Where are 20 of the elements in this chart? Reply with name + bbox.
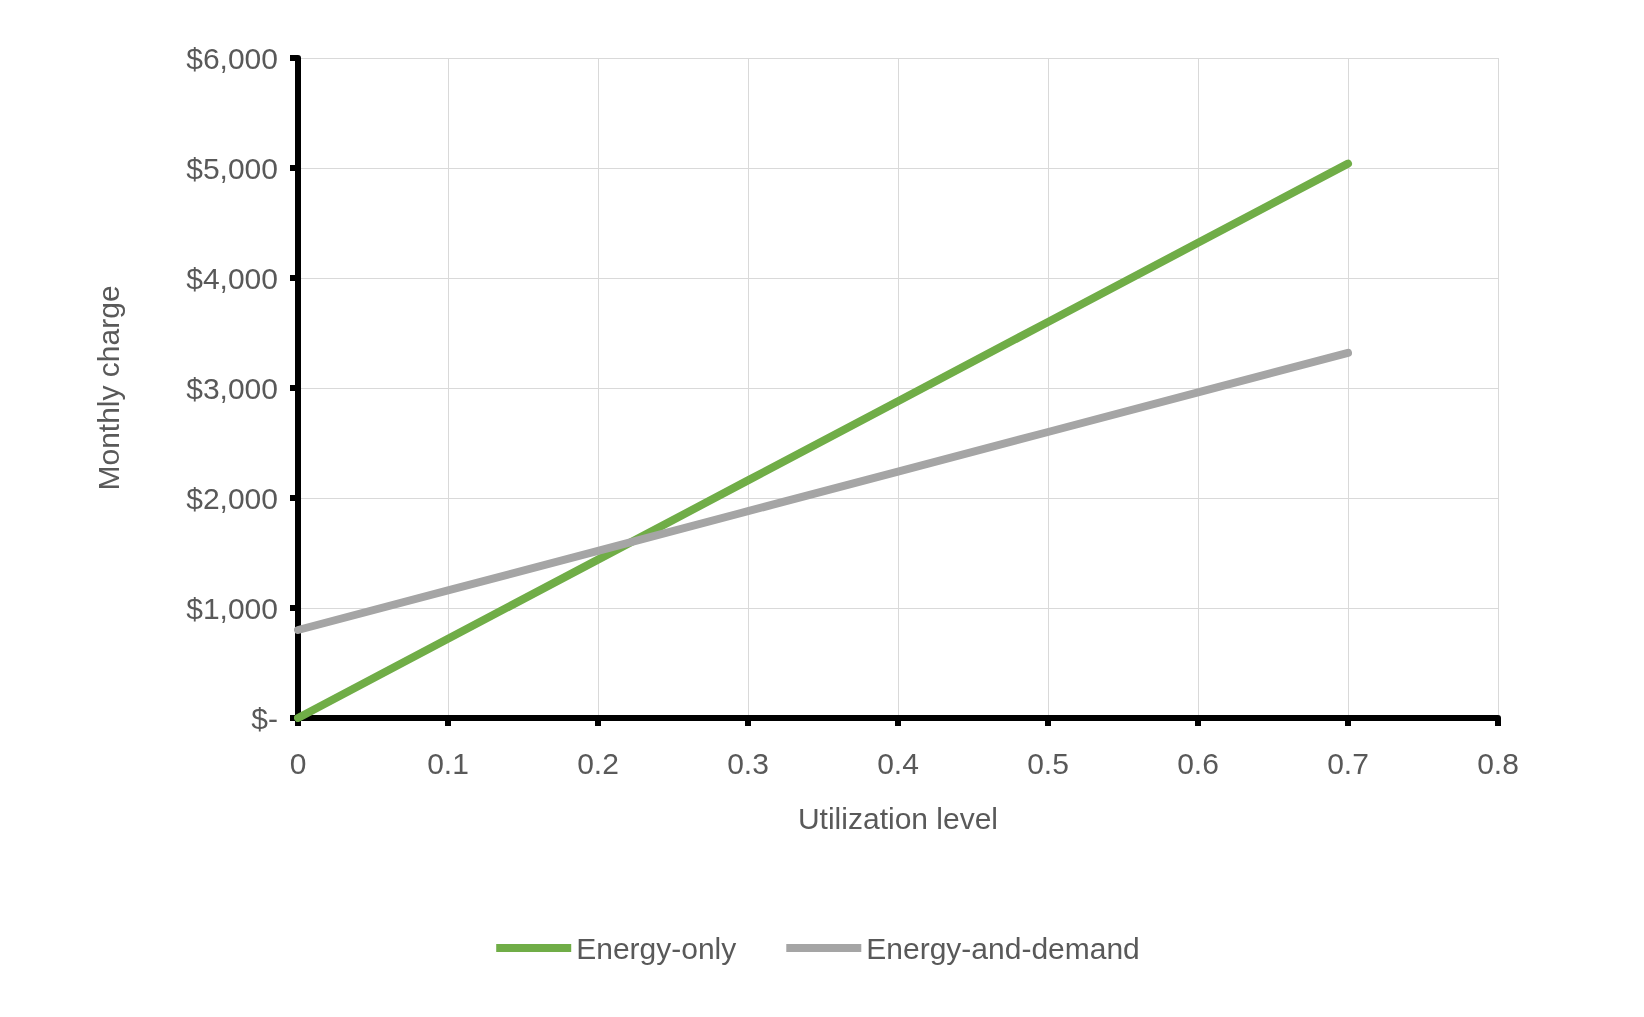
- y-tick-label: $6,000: [186, 41, 278, 75]
- x-axis-title: Utilization level: [797, 801, 999, 835]
- y-tick-label: $2,000: [186, 481, 278, 515]
- y-axis-title: Monthly charge: [91, 285, 125, 491]
- y-tick-label: $-: [251, 701, 278, 735]
- x-tick-label: 0.4: [877, 746, 919, 780]
- x-tick-label: 0.1: [427, 746, 469, 780]
- x-tick-label: 0.7: [1327, 746, 1369, 780]
- y-tick-label: $1,000: [186, 591, 278, 625]
- y-tick-label: $3,000: [186, 371, 278, 405]
- x-tick-label: 0.3: [727, 746, 769, 780]
- x-tick-label: 0.2: [577, 746, 619, 780]
- y-tick-label: $4,000: [186, 261, 278, 295]
- x-tick-label: 0.8: [1477, 746, 1519, 780]
- x-tick-label: 0.6: [1177, 746, 1219, 780]
- x-tick-label: 0: [289, 746, 307, 780]
- y-tick-label: $5,000: [186, 151, 278, 185]
- x-tick-label: 0.5: [1027, 746, 1069, 780]
- legend-label: Energy-only: [576, 931, 737, 965]
- legend-label: Energy-and-demand: [866, 931, 1140, 965]
